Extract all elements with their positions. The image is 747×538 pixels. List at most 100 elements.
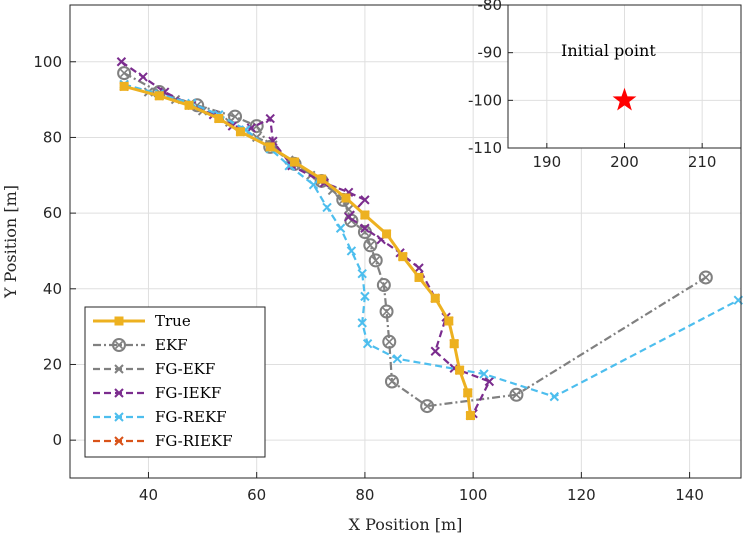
legend-label: FG-EKF <box>155 360 215 378</box>
legend: True EKF FG-EKF FG-IEKF FG-REKF FG-RIEKF <box>84 306 266 458</box>
data-point-fg-rekf <box>308 180 319 190</box>
data-point-fg-rekf <box>346 246 357 256</box>
data-point-true <box>449 339 459 349</box>
data-point-true <box>290 157 300 167</box>
data-point-true <box>430 293 440 303</box>
data-point-true <box>463 388 473 398</box>
inset-x-tick-label: 190 <box>533 153 562 171</box>
y-axis-label: Y Position [m] <box>1 185 20 299</box>
data-point-fg-iekf <box>265 113 275 124</box>
data-point-fg-ekf <box>343 204 354 215</box>
data-point-true <box>360 210 370 220</box>
data-point-fg-rekf <box>479 369 489 379</box>
y-tick-label: 20 <box>43 355 62 373</box>
data-point-ekf <box>420 399 435 414</box>
inset-x-tick-label: 200 <box>610 153 639 171</box>
data-point-ekf <box>509 387 524 402</box>
data-point-fg-rekf <box>357 318 367 328</box>
y-tick-label: 100 <box>33 53 62 71</box>
legend-label: FG-REKF <box>155 408 227 426</box>
data-point-true <box>317 174 327 184</box>
data-point-fg-rekf <box>322 202 332 213</box>
legend-label: FG-RIEKF <box>155 432 233 450</box>
legend-label: EKF <box>155 336 188 354</box>
legend-item-ekf: EKF <box>93 336 188 354</box>
data-point-fg-iekf <box>138 72 148 82</box>
legend-swatch-marker <box>112 338 126 352</box>
y-tick-label: 60 <box>43 204 62 222</box>
legend-item-fg-riekf: FG-RIEKF <box>93 432 233 450</box>
data-point-fg-iekf <box>484 376 495 387</box>
data-point-ekf <box>384 374 399 389</box>
data-point-ekf <box>376 278 391 293</box>
x-tick-label: 120 <box>567 486 596 504</box>
data-point-ekf <box>382 334 397 349</box>
data-point-true <box>154 91 164 101</box>
legend-swatch-marker <box>114 388 124 398</box>
data-point-fg-rekf <box>335 223 346 233</box>
data-point-fg-iekf <box>414 263 424 273</box>
series-group <box>116 57 744 421</box>
data-point-ekf <box>368 253 383 268</box>
data-point-ekf <box>363 238 378 253</box>
data-point-fg-iekf <box>343 212 354 222</box>
data-point-ekf <box>379 304 394 319</box>
y-tick-label: 0 <box>52 431 62 449</box>
legend-label: FG-IEKF <box>155 384 221 402</box>
legend-label: True <box>155 312 191 330</box>
data-point-true <box>455 365 465 375</box>
data-point-true <box>414 272 424 282</box>
data-point-true <box>341 193 351 203</box>
main-plot-frame <box>69 4 742 479</box>
data-point-fg-iekf <box>430 346 440 356</box>
series-true <box>119 81 475 421</box>
data-point-true <box>119 81 129 91</box>
inset-marks <box>612 87 637 111</box>
data-point-fg-rekf <box>549 391 560 402</box>
x-tick-label: 140 <box>675 486 704 504</box>
inset-y-tick-label: -90 <box>478 44 503 62</box>
data-point-true <box>184 100 194 110</box>
inset-y-tick-label: -80 <box>478 0 503 14</box>
inset-x-tick-label: 210 <box>688 153 717 171</box>
data-point-ekf <box>698 270 713 285</box>
inset-y-tick-label: -100 <box>468 91 502 109</box>
data-point-true <box>265 142 275 152</box>
x-tick-label: 100 <box>459 486 488 504</box>
data-point-fg-iekf <box>360 223 370 233</box>
y-tick-label: 80 <box>43 128 62 146</box>
data-point-ekf <box>117 66 132 81</box>
legend-box <box>84 306 266 458</box>
y-tick-label: 40 <box>43 280 62 298</box>
data-point-true <box>382 229 392 239</box>
data-point-true <box>398 252 408 262</box>
inset-ticks: 190 200 210 -80 -90 -100 -110 <box>468 0 717 171</box>
main-ticks: 40 60 80 100 120 140 0 20 40 60 80 100 <box>33 53 704 504</box>
data-point-fg-rekf <box>357 268 367 279</box>
legend-item-fg-rekf: FG-REKF <box>93 408 227 426</box>
legend-item-true: True <box>93 312 191 330</box>
legend-swatch-marker <box>114 364 124 374</box>
inset-title: Initial point <box>561 41 656 60</box>
data-point-true <box>444 316 454 326</box>
legend-swatch-marker <box>114 436 124 446</box>
data-point-fg-iekf <box>116 57 127 67</box>
inset-y-tick-label: -110 <box>468 139 502 157</box>
x-tick-label: 60 <box>247 486 266 504</box>
legend-item-fg-iekf: FG-IEKF <box>93 384 221 402</box>
initial-point-star <box>612 87 637 111</box>
data-point-fg-rekf <box>360 291 370 302</box>
data-point-true <box>235 127 245 137</box>
x-tick-label: 80 <box>355 486 374 504</box>
data-point-fg-rekf <box>362 338 373 349</box>
data-point-true <box>465 411 475 421</box>
x-axis-label: X Position [m] <box>349 515 463 534</box>
x-tick-label: 40 <box>139 486 158 504</box>
data-point-fg-rekf <box>392 354 403 364</box>
legend-swatch-marker <box>114 316 124 326</box>
inset-plot: 190 200 210 -80 -90 -100 -110 Initial point <box>468 0 742 171</box>
legend-swatch-marker <box>114 412 124 422</box>
legend-item-fg-ekf: FG-EKF <box>93 360 215 378</box>
data-point-true <box>214 114 224 124</box>
